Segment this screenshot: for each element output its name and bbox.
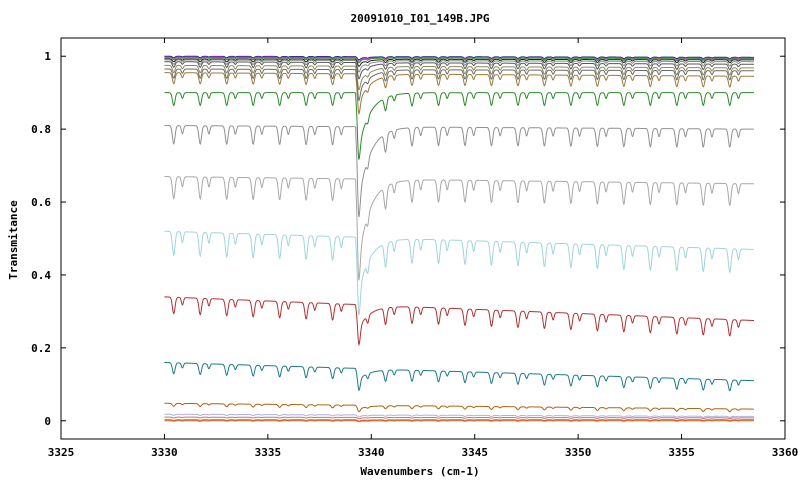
x-tick-label: 3355 [668,446,695,459]
series-line-18 [164,419,754,422]
series-line-4 [164,59,754,73]
x-tick-label: 3360 [772,446,799,459]
y-tick-label: 0.6 [31,196,51,209]
y-tick-label: 0.8 [31,123,51,136]
series-layer [164,55,754,423]
y-tick-label: 0.2 [31,342,51,355]
ticks-layer: 3325 3330 3335 3340 3345 3350 3355 3360 0 0.2 0.4 0… [31,38,798,459]
series-line-5 [164,61,754,80]
series-line-10 [164,124,754,218]
chart-title: 20091010_I01_149B.JPG [350,12,489,25]
x-axis-label: Wavenumbers (cm-1) [360,465,479,478]
series-line-17 [164,416,754,420]
series-line-0 [164,55,754,61]
x-tick-label: 3325 [48,446,75,459]
series-line-19 [164,420,754,423]
series-line-14 [164,361,754,392]
series-line-16 [164,413,754,418]
series-line-11 [164,176,754,281]
series-line-7 [164,68,754,102]
series-line-8 [164,72,754,116]
series-line-3 [164,58,754,67]
series-line-2 [164,56,754,64]
series-line-9 [164,92,754,160]
series-line-13 [164,296,754,347]
x-tick-label: 3350 [565,446,592,459]
x-tick-label: 3330 [151,446,178,459]
plot-frame [60,37,786,440]
x-tick-label: 3340 [358,446,385,459]
y-tick-label: 0 [44,415,51,428]
y-axis-label: Transmitance [7,200,20,280]
series-line-12 [164,230,754,316]
y-tick-label: 1 [44,50,51,63]
x-tick-label: 3335 [255,446,282,459]
series-line-6 [164,64,754,91]
x-tick-label: 3345 [461,446,488,459]
series-line-15 [164,402,754,413]
y-tick-label: 0.4 [31,269,51,282]
